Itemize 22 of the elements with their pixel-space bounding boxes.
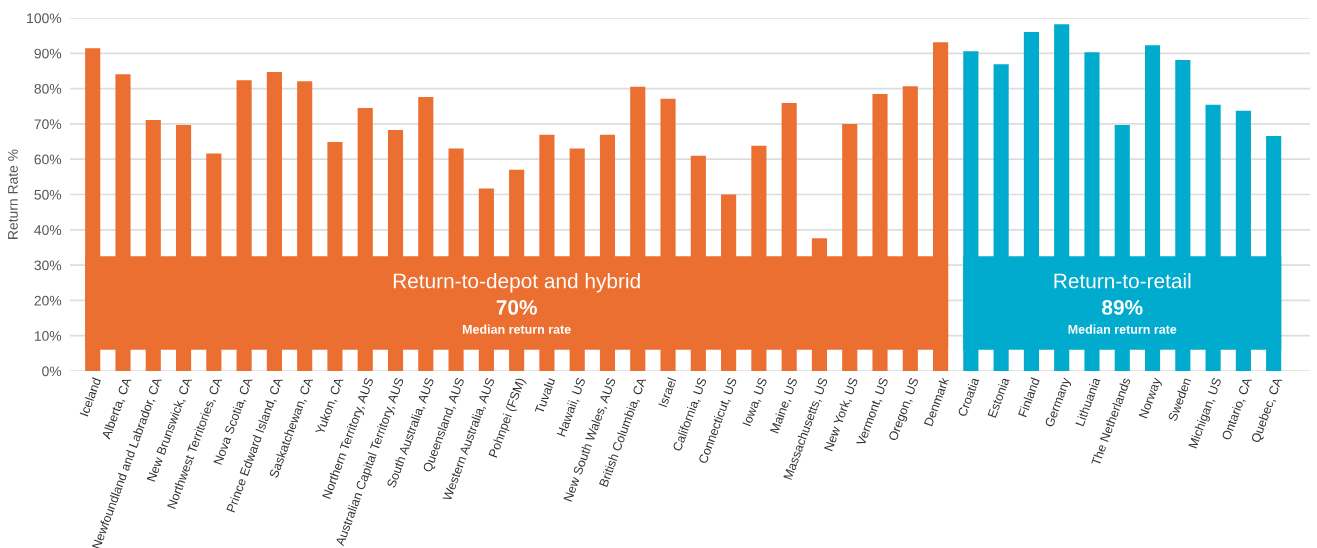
y-tick-label: 90% xyxy=(34,48,62,59)
annotation: Median return rate xyxy=(1068,324,1177,334)
annotation: Return-to-retail xyxy=(1054,273,1191,289)
y-tick-label: 20% xyxy=(34,295,62,306)
annotation: Return-to-depot and hybrid xyxy=(393,273,640,293)
y-axis-title: Return Rate % xyxy=(8,149,18,239)
x-tick-label: Iceland xyxy=(79,377,102,417)
y-tick-label: 0% xyxy=(42,366,62,377)
annotation: 89% xyxy=(1102,300,1143,315)
y-tick-label: 40% xyxy=(34,225,62,235)
y-tick-label: 30% xyxy=(34,260,62,271)
y-tick-label: 50% xyxy=(34,189,62,200)
x-tick-label: Iowa, US xyxy=(742,377,769,427)
y-tick-label: 70% xyxy=(34,119,62,130)
annotation: Median return rate xyxy=(462,324,571,334)
y-tick-label: 60% xyxy=(34,154,62,165)
x-tick-label: Croatia xyxy=(957,376,980,417)
y-tick-label: 80% xyxy=(34,83,62,94)
annotation: 70% xyxy=(496,300,537,315)
y-tick-label: 10% xyxy=(34,331,62,341)
y-tick-label: 100% xyxy=(27,13,62,24)
x-tick-label: Tuvalu xyxy=(534,377,556,415)
